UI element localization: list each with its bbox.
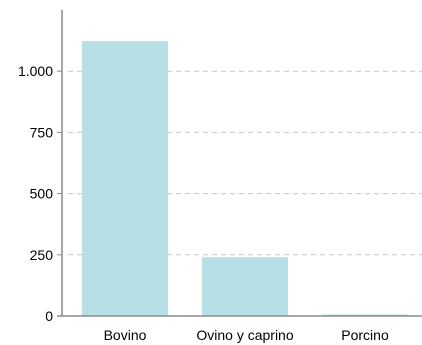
- y-tick-labels: 0 250 500 750 1.000: [18, 63, 53, 324]
- y-tick-label: 1.000: [18, 63, 53, 79]
- x-tick-labels: Bovino Ovino y caprino Porcino: [104, 327, 389, 343]
- bars: [82, 41, 408, 316]
- bar-ovino-y-caprino: [202, 257, 288, 316]
- axes: [57, 10, 422, 317]
- x-tick-label: Ovino y caprino: [196, 327, 293, 343]
- x-tick-label: Porcino: [341, 327, 389, 343]
- y-tick-label: 250: [30, 247, 54, 263]
- y-tick-label: 500: [30, 186, 54, 202]
- y-tick-label: 0: [45, 308, 53, 324]
- x-tick-label: Bovino: [104, 327, 147, 343]
- y-tick-label: 750: [30, 124, 54, 140]
- bar-bovino: [82, 41, 168, 316]
